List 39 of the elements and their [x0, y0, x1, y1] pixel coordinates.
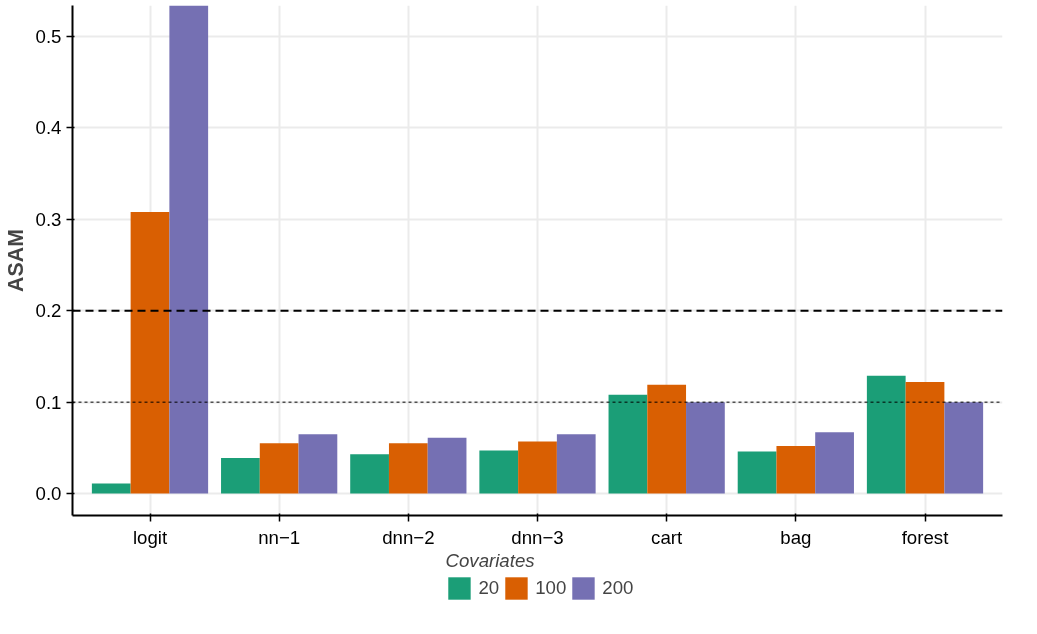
bar	[608, 394, 648, 494]
x-tick-label: bag	[780, 526, 812, 548]
bar	[259, 443, 299, 494]
bar	[944, 402, 984, 494]
bar	[776, 446, 816, 494]
bar	[388, 443, 428, 494]
bar	[686, 402, 725, 494]
legend-label: 200	[602, 577, 634, 599]
y-tick-label: 0.4	[35, 117, 62, 139]
legend-label: 20	[478, 577, 500, 599]
bar	[350, 454, 389, 494]
x-tick-label: forest	[901, 526, 950, 548]
legend-label: 100	[535, 577, 567, 599]
bar	[647, 384, 687, 494]
bar	[298, 434, 338, 494]
bar	[866, 375, 906, 494]
x-tick-label: dnn−2	[382, 526, 435, 548]
bar	[518, 441, 557, 494]
y-tick-label: 0.2	[35, 300, 62, 322]
y-axis-title: ASAM	[3, 229, 28, 292]
bar	[221, 457, 260, 494]
legend-title: Covariates	[445, 550, 536, 572]
y-tick-label: 0.0	[35, 483, 62, 505]
y-tick-label: 0.5	[35, 26, 62, 48]
bar	[905, 382, 945, 494]
bar	[479, 450, 519, 494]
x-tick-label: logit	[132, 526, 168, 548]
y-tick-label: 0.1	[35, 391, 62, 413]
bar	[737, 451, 777, 494]
x-tick-label: cart	[651, 526, 684, 548]
y-tick-label: 0.3	[35, 208, 62, 230]
x-tick-label: nn−1	[258, 526, 301, 548]
bar	[91, 483, 131, 494]
bar	[556, 434, 596, 494]
bar	[169, 5, 209, 494]
bar	[130, 212, 170, 494]
bar	[427, 437, 467, 494]
x-tick-label: dnn−3	[511, 526, 564, 548]
bar	[815, 432, 854, 494]
